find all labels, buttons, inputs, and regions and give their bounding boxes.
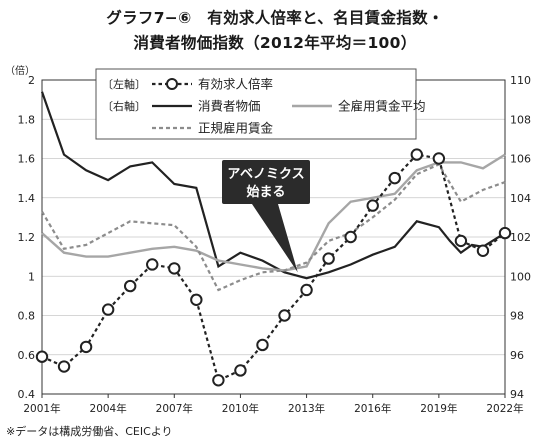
- right-tick-label: 96: [510, 349, 524, 362]
- data-point: [79, 340, 93, 354]
- chart-title-line-1: グラフ7−⑥ 有効求人倍率と、名目賃金指数・: [106, 9, 444, 27]
- legend-box: [95, 68, 417, 140]
- legend-swatch-marker: [166, 78, 178, 90]
- left-tick-label: 0.8: [18, 310, 36, 323]
- data-point: [366, 199, 379, 212]
- x-tick-label: 2019年: [420, 402, 457, 415]
- right-tick-label: 110: [510, 74, 531, 87]
- left-tick-label: 0.6: [18, 349, 36, 362]
- chart-title-line-2: 消費者物価指数（2012年平均＝100）: [133, 34, 417, 52]
- x-tick-label: 2022年: [486, 402, 523, 415]
- data-point: [168, 262, 181, 275]
- x-tick-label: 2004年: [90, 402, 127, 415]
- left-tick-label: 1.4: [18, 192, 36, 205]
- right-tick-label: 94: [510, 388, 524, 401]
- series-line-1: [40, 91, 506, 280]
- left-tick-label: 1.6: [18, 153, 36, 166]
- series-line-0: [41, 153, 506, 382]
- annotation-text: アベノミクス: [227, 167, 304, 182]
- data-point: [322, 252, 335, 265]
- data-point: [388, 171, 401, 185]
- data-point: [35, 350, 49, 363]
- legend-label: 有効求人倍率: [198, 77, 273, 92]
- legend-label: 全雇用賃金平均: [338, 99, 426, 114]
- legend-axis-tag: 〔左軸〕: [102, 77, 146, 91]
- right-tick-label: 106: [510, 153, 531, 166]
- left-axis-unit: （倍）: [5, 64, 35, 77]
- source-note: ※データは構成労働省、CEICより: [6, 425, 173, 438]
- data-point: [278, 309, 291, 322]
- annotation-box: [222, 160, 310, 204]
- x-tick-label: 2007年: [156, 402, 193, 415]
- legend-label: 消費者物価: [198, 99, 261, 114]
- data-point: [57, 360, 71, 373]
- annotation-text: 始まる: [246, 184, 285, 200]
- series-line-3: [41, 162, 506, 292]
- right-tick-label: 102: [510, 231, 531, 244]
- data-point: [101, 303, 115, 316]
- data-point: [344, 230, 357, 244]
- data-point: [190, 293, 203, 306]
- x-tick-label: 2001年: [23, 402, 60, 415]
- data-point: [146, 258, 159, 271]
- data-point: [432, 152, 446, 165]
- data-point: [498, 226, 512, 240]
- left-tick-label: 2: [28, 74, 35, 87]
- x-tick-label: 2013年: [288, 402, 325, 415]
- data-point: [212, 374, 225, 387]
- data-point: [476, 244, 490, 257]
- annotation-pointer: [252, 204, 298, 273]
- legend-label: 正規雇用賃金: [198, 121, 274, 136]
- data-point: [300, 283, 313, 297]
- series-line-2: [41, 153, 506, 272]
- left-tick-label: 1.2: [18, 231, 36, 244]
- data-point: [234, 364, 247, 377]
- x-tick-label: 2010年: [222, 402, 259, 415]
- right-tick-label: 104: [510, 192, 531, 205]
- data-point: [454, 234, 468, 248]
- data-point: [256, 338, 269, 352]
- left-tick-label: 1: [28, 270, 35, 283]
- legend-axis-tag: 〔右軸〕: [102, 99, 146, 113]
- left-tick-label: 0.4: [18, 388, 36, 401]
- right-tick-label: 98: [510, 310, 524, 323]
- data-point: [123, 279, 137, 293]
- left-tick-label: 1.8: [18, 113, 36, 126]
- right-tick-label: 108: [510, 113, 531, 126]
- right-tick-label: 100: [510, 270, 531, 283]
- data-point: [410, 148, 424, 161]
- x-tick-label: 2016年: [354, 402, 391, 415]
